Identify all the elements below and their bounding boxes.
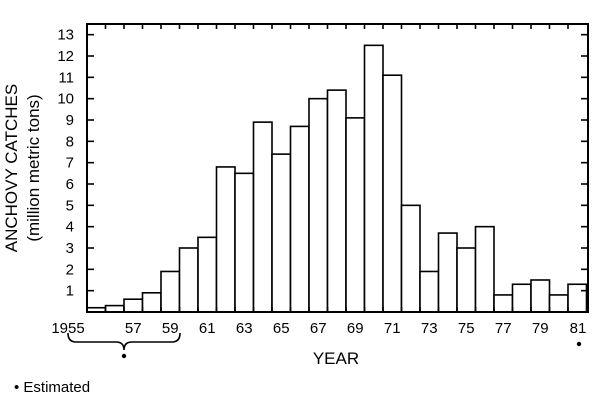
estimated-marker-1955-59: [121, 353, 127, 359]
bar-1971: [382, 74, 403, 313]
x-tick-label: 67: [310, 320, 327, 337]
y-tick-label: 9: [66, 112, 74, 129]
x-tick-label: 61: [199, 320, 216, 337]
estimated-marker-1981: [576, 341, 582, 347]
bar-1975: [456, 247, 477, 313]
y-tick-label: 12: [57, 48, 74, 65]
y-tick-label: 13: [57, 27, 74, 44]
y-tick-label: 5: [66, 197, 74, 214]
x-tick-label: 63: [236, 320, 253, 337]
y-tick-label: 7: [66, 155, 74, 172]
y-tick-label: 1: [66, 283, 74, 300]
bar-1972: [400, 204, 421, 313]
estimated-note: • Estimated: [14, 379, 90, 396]
x-tick-label: 73: [421, 320, 438, 337]
x-tick-label: 77: [495, 320, 512, 337]
bar-1968: [326, 89, 347, 313]
y-tick-label: 3: [66, 240, 74, 257]
bar-1966: [289, 125, 310, 313]
y-tick-label: 8: [66, 133, 74, 150]
bar-1959: [160, 270, 181, 313]
x-tick-label: 57: [125, 320, 142, 337]
bar-1973: [419, 270, 440, 313]
x-tick-label: 81: [570, 320, 587, 337]
bar-1965: [271, 153, 292, 313]
y-axis-title-line1: ANCHOVY CATCHES: [2, 84, 21, 252]
bar-1974: [437, 232, 458, 313]
bar-1981: [567, 283, 588, 313]
bar-1958: [141, 291, 162, 313]
x-tick-label: 69: [347, 320, 364, 337]
bar-1977: [493, 294, 514, 313]
x-tick-label: 65: [273, 320, 290, 337]
y-tick-label: 2: [66, 261, 74, 278]
bar-1980: [548, 294, 569, 313]
x-tick-label: 71: [384, 320, 401, 337]
bar-1962: [215, 166, 236, 313]
bar-1979: [530, 279, 551, 313]
y-tick-label: 6: [66, 176, 74, 193]
bar-1961: [197, 236, 218, 313]
bar-1970: [363, 44, 384, 313]
x-tick-label: 59: [162, 320, 179, 337]
plot-frame: [86, 23, 589, 313]
y-tick-label: 10: [57, 91, 74, 108]
bar-1957: [123, 298, 144, 313]
bar-1969: [345, 117, 366, 313]
bar-1963: [234, 172, 255, 313]
y-tick-label: 11: [58, 69, 74, 86]
y-axis-title-line2: (million metric tons): [24, 94, 43, 241]
bar-1960: [178, 247, 199, 313]
bar-1978: [511, 283, 532, 313]
x-tick-label: 79: [532, 320, 549, 337]
bar-series: [86, 44, 588, 313]
x-axis-title: YEAR: [313, 349, 359, 368]
x-tick-label: 1955: [51, 320, 84, 337]
bar-1976: [474, 225, 495, 313]
bar-1967: [308, 97, 329, 313]
x-axis: 1955 57 59 61 63 65 67 69 71 73 75 77 79 81: [51, 24, 586, 337]
y-tick-label: 4: [66, 219, 74, 236]
bar-1964: [252, 121, 273, 313]
x-tick-label: 75: [458, 320, 475, 337]
estimated-range-brace: [67, 332, 181, 351]
